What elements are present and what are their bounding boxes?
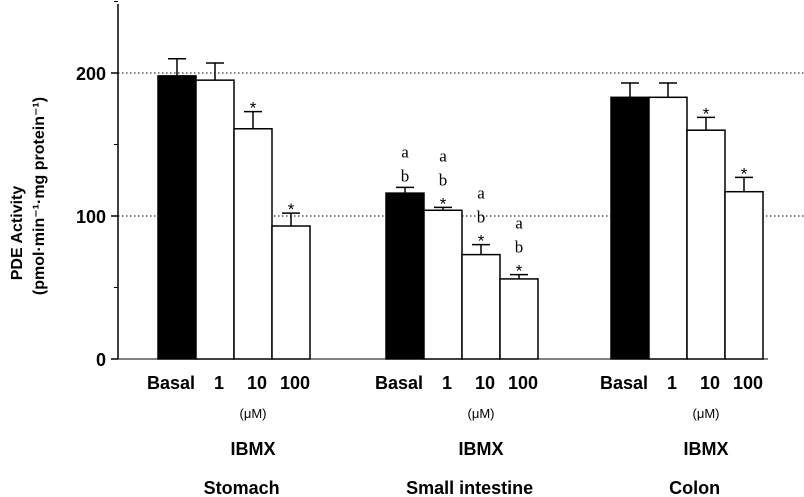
bar-stomach-3 bbox=[271, 225, 311, 360]
bar-stomach-0 bbox=[157, 75, 197, 360]
category-label: Basal bbox=[600, 373, 648, 393]
treatment-label: IBMX bbox=[459, 439, 504, 459]
significance-star: * bbox=[250, 99, 257, 118]
significance-star: * bbox=[516, 262, 523, 281]
significance-star: * bbox=[288, 200, 295, 219]
category-label: 100 bbox=[733, 373, 763, 393]
category-label: 1 bbox=[442, 373, 452, 393]
y-tick-label: 0 bbox=[96, 350, 106, 370]
significance-star: * bbox=[440, 194, 447, 213]
y-tick-label: 100 bbox=[76, 207, 106, 227]
treatment-label: IBMX bbox=[231, 439, 276, 459]
category-label: Basal bbox=[147, 373, 195, 393]
annotation-letter: a bbox=[477, 184, 485, 203]
bar-small-intestine-0 bbox=[385, 192, 425, 360]
significance-star: * bbox=[703, 104, 710, 123]
labels: Basal 1*10*100(μM)IBMXStomachbaBasal*ba1*… bbox=[147, 99, 763, 497]
concentration-unit-label: (μM) bbox=[468, 406, 495, 421]
category-label: 100 bbox=[508, 373, 538, 393]
group-name-label: Colon bbox=[669, 478, 720, 497]
treatment-label: IBMX bbox=[684, 439, 729, 459]
significance-star: * bbox=[741, 164, 748, 183]
bar-small-intestine-2 bbox=[461, 253, 501, 360]
group-name-label: Stomach bbox=[204, 478, 280, 497]
y-axis: 0 100 200 bbox=[76, 1, 768, 370]
category-label: 10 bbox=[475, 373, 495, 393]
bar-colon-2 bbox=[686, 129, 726, 360]
category-label: Basal bbox=[375, 373, 423, 393]
category-label: 1 bbox=[667, 373, 677, 393]
bar-colon-3 bbox=[724, 190, 764, 360]
bar-colon-1 bbox=[648, 96, 688, 360]
annotation-letter: a bbox=[401, 142, 409, 161]
annotation-letter: b bbox=[401, 166, 410, 185]
concentration-unit-label: (μM) bbox=[693, 406, 720, 421]
category-label: 1 bbox=[214, 373, 224, 393]
y-axis-label-line2: (pmol·min⁻¹·mg protein⁻¹) bbox=[31, 97, 48, 295]
annotation-letter: a bbox=[439, 146, 447, 165]
y-axis-label-line1: PDE Activity bbox=[9, 186, 26, 281]
category-label: 10 bbox=[700, 373, 720, 393]
bar-small-intestine-1 bbox=[423, 209, 463, 360]
annotation-letter: a bbox=[515, 214, 523, 233]
bars bbox=[157, 57, 764, 360]
concentration-unit-label: (μM) bbox=[240, 406, 267, 421]
y-tick-label: 200 bbox=[76, 64, 106, 84]
category-label: 100 bbox=[280, 373, 310, 393]
group-name-label: Small intestine bbox=[406, 478, 533, 497]
significance-star: * bbox=[478, 232, 485, 251]
annotation-letter: b bbox=[515, 238, 524, 257]
bar-stomach-2 bbox=[233, 128, 273, 360]
bar-colon-0 bbox=[610, 96, 650, 360]
annotation-letter: b bbox=[477, 208, 486, 227]
annotation-letter: b bbox=[439, 170, 448, 189]
category-label: 10 bbox=[247, 373, 267, 393]
bar-stomach-1 bbox=[195, 79, 235, 360]
bar-small-intestine-3 bbox=[499, 278, 539, 360]
